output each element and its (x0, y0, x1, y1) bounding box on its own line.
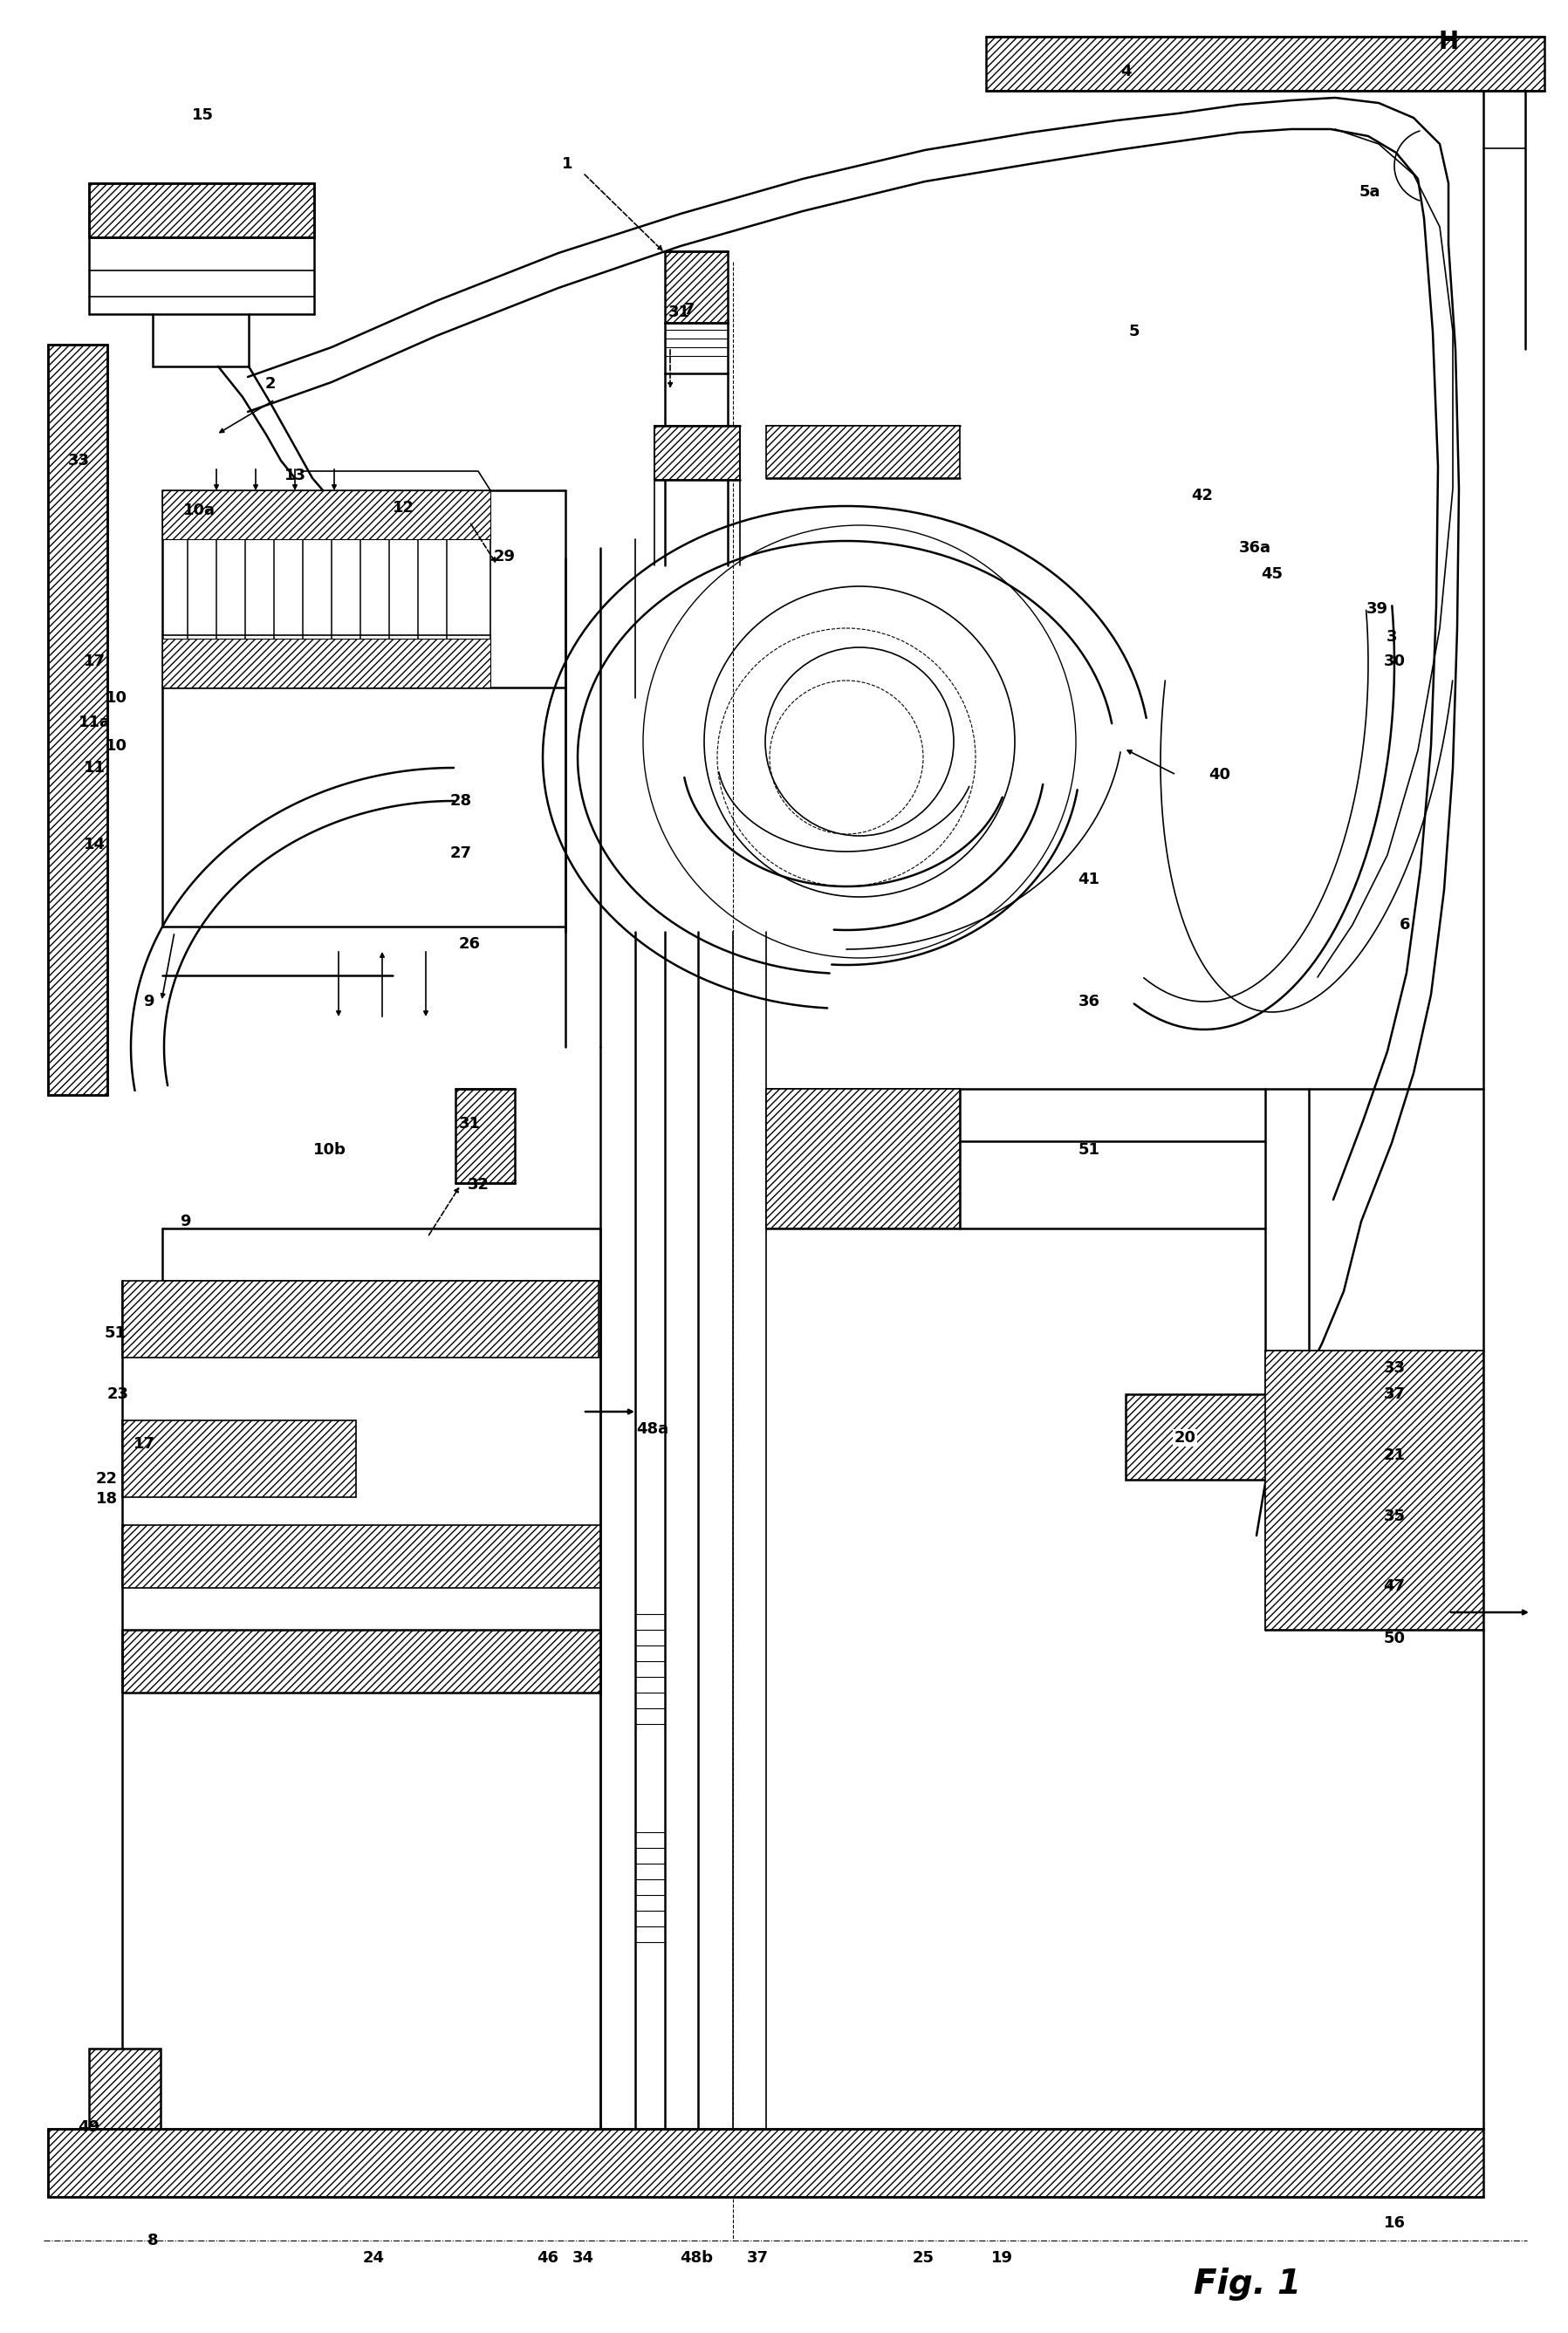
Bar (163, 639, 491, 688)
Text: 23: 23 (107, 1386, 129, 1402)
Text: 41: 41 (1079, 873, 1099, 887)
Text: 25: 25 (913, 2249, 935, 2265)
Bar (1265, 1351, 1483, 1631)
Text: 11a: 11a (78, 714, 110, 730)
Text: 8: 8 (147, 2233, 158, 2249)
Text: 10: 10 (105, 737, 127, 754)
Text: 13: 13 (284, 467, 306, 483)
Text: 37: 37 (1383, 1386, 1405, 1402)
Bar (767, 425, 960, 478)
Text: 17: 17 (133, 1437, 155, 1451)
Text: 10: 10 (105, 691, 127, 707)
Text: 37: 37 (746, 2249, 768, 2265)
Bar (1126, 1395, 1272, 1479)
Text: 29: 29 (494, 548, 516, 565)
Text: 5: 5 (1129, 324, 1140, 338)
Text: 1: 1 (561, 156, 572, 173)
Bar (89, 184, 314, 238)
Text: 46: 46 (538, 2249, 558, 2265)
Bar (122, 1631, 601, 1694)
Text: 51: 51 (1079, 1143, 1099, 1157)
Bar (986, 37, 1544, 91)
Text: 27: 27 (450, 845, 472, 861)
Text: 10b: 10b (314, 1143, 347, 1157)
Text: 21: 21 (1383, 1446, 1405, 1463)
Text: 18: 18 (96, 1491, 118, 1507)
Text: 11: 11 (83, 761, 105, 775)
Bar (49, 345, 107, 1094)
Bar (163, 490, 491, 539)
Text: 45: 45 (1261, 567, 1283, 581)
Text: 5a: 5a (1359, 184, 1380, 201)
Text: 12: 12 (392, 499, 414, 516)
Text: 30: 30 (1383, 653, 1405, 670)
Text: 31: 31 (458, 1115, 480, 1132)
Text: 9: 9 (179, 1213, 190, 1229)
Bar (455, 1090, 514, 1183)
Text: 50: 50 (1383, 1631, 1405, 1647)
Text: 16: 16 (1383, 2216, 1405, 2230)
Text: 24: 24 (362, 2249, 384, 2265)
Bar (122, 1421, 356, 1498)
Text: 35: 35 (1383, 1509, 1405, 1523)
Text: 22: 22 (96, 1472, 118, 1486)
Text: 48a: 48a (637, 1421, 670, 1437)
Text: 36: 36 (1079, 994, 1099, 1010)
Text: 28: 28 (450, 793, 472, 810)
Text: 15: 15 (191, 107, 213, 124)
Text: 47: 47 (1383, 1579, 1405, 1593)
Text: 9: 9 (143, 994, 154, 1010)
Text: Fig. 1: Fig. 1 (1195, 2268, 1301, 2300)
Text: 2: 2 (265, 376, 276, 392)
Text: 42: 42 (1192, 488, 1214, 504)
Text: 51: 51 (103, 1325, 125, 1341)
Text: 7: 7 (684, 301, 695, 317)
Text: 4: 4 (1120, 63, 1131, 79)
Text: 34: 34 (572, 2249, 594, 2265)
Bar (89, 2048, 160, 2128)
Text: 6: 6 (1399, 917, 1410, 933)
Text: H: H (1438, 30, 1458, 54)
Text: 40: 40 (1209, 768, 1231, 782)
Bar (122, 1281, 599, 1358)
Text: 33: 33 (67, 453, 89, 469)
Bar (767, 1090, 960, 1229)
Bar (654, 425, 740, 481)
Text: 17: 17 (83, 653, 105, 670)
Bar (665, 252, 728, 322)
Text: 10a: 10a (183, 502, 215, 518)
Text: 14: 14 (83, 838, 105, 852)
Text: 26: 26 (458, 936, 480, 952)
Text: 36a: 36a (1239, 539, 1272, 555)
Text: 20: 20 (1174, 1430, 1196, 1446)
Text: 48b: 48b (681, 2249, 713, 2265)
Text: 3: 3 (1386, 630, 1397, 644)
Text: 39: 39 (1366, 602, 1388, 616)
Text: 33: 33 (1383, 1360, 1405, 1376)
Text: 19: 19 (991, 2249, 1013, 2265)
Text: 32: 32 (467, 1176, 489, 1192)
Bar (122, 1526, 601, 1589)
Text: 49: 49 (78, 2118, 100, 2135)
Text: 31: 31 (668, 306, 690, 320)
Bar (49, 2128, 1483, 2198)
